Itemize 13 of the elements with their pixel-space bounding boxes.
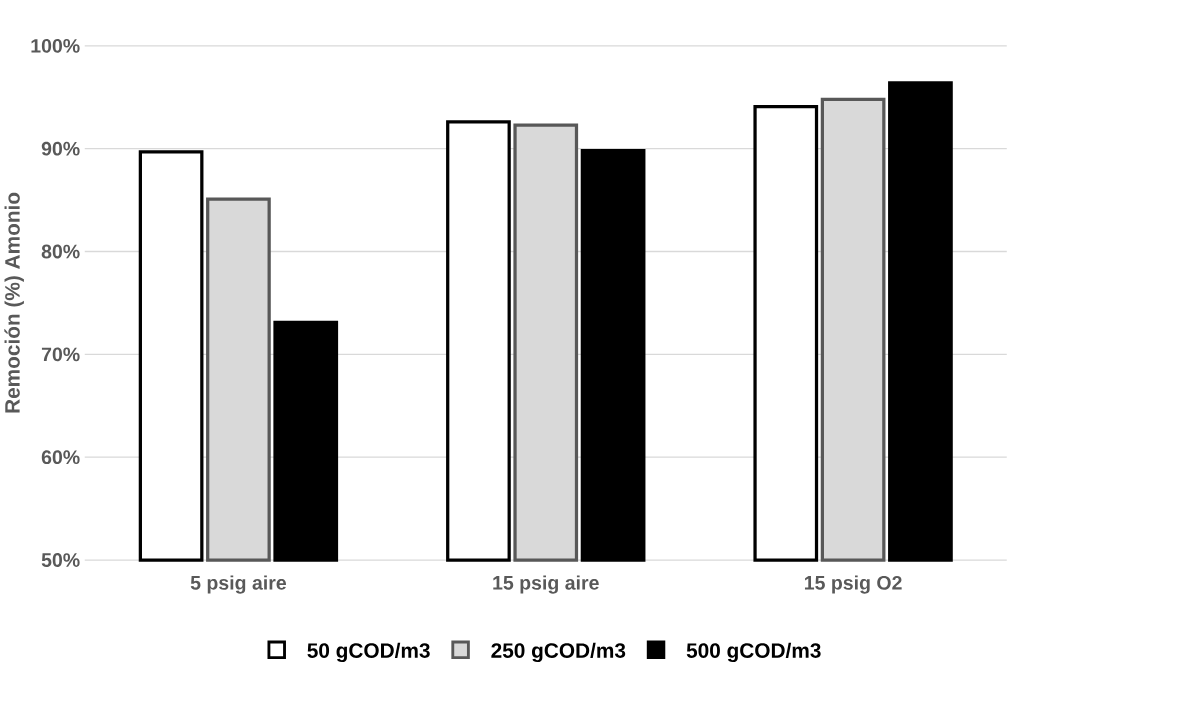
legend-label: 250 gCOD/m3 — [491, 642, 626, 662]
x-tick-label: 5 psig aire — [190, 575, 287, 594]
y-tick-label: 60% — [41, 450, 80, 464]
x-tick-label: 15 psig aire — [493, 575, 599, 594]
y-axis-title: Remoción (%) Amonio — [4, 192, 24, 413]
legend-label: 500 gCOD/m3 — [686, 642, 821, 662]
y-tick-label: 90% — [41, 141, 80, 156]
y-tick-label: 70% — [41, 347, 80, 362]
y-tick-label: 50% — [41, 553, 80, 567]
x-tick-label: 15 psig O2 — [804, 575, 902, 594]
y-tick-label: 100% — [31, 38, 80, 53]
legend-label: 50 gCOD/m3 — [307, 642, 430, 662]
y-tick-label: 80% — [41, 244, 80, 259]
